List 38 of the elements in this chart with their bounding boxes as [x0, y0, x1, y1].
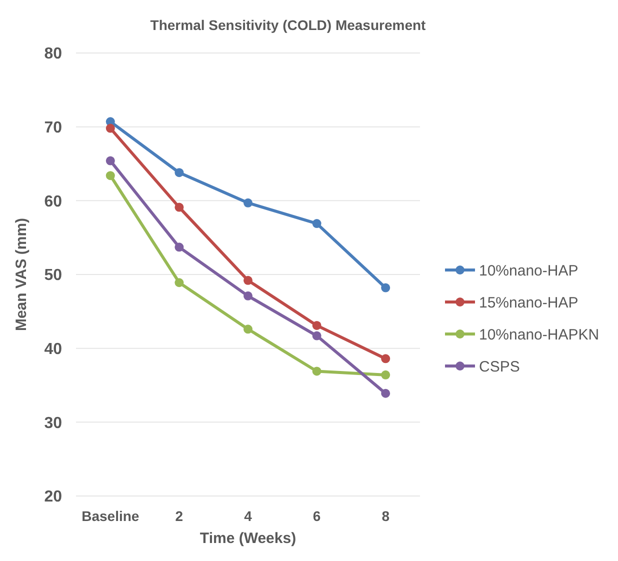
point	[312, 320, 322, 330]
x-axis-title: Time (Weeks)	[200, 530, 296, 547]
x-tick-label: Baseline	[82, 508, 140, 524]
point	[244, 198, 252, 208]
y-axis-title: Mean VAS (mm)	[13, 218, 30, 332]
point	[312, 366, 322, 376]
point	[244, 276, 252, 285]
x-tick-label: 2	[175, 508, 184, 524]
point	[106, 156, 115, 166]
point	[381, 354, 390, 364]
y-tick-label: 70	[44, 119, 62, 136]
point	[312, 219, 322, 228]
point	[312, 331, 322, 340]
point	[381, 370, 390, 380]
point	[381, 388, 390, 398]
point	[174, 242, 184, 252]
legend-label: 10%nano-HAPKN	[479, 326, 600, 344]
x-tick-label: 6	[312, 508, 321, 524]
y-tick-label: 30	[44, 414, 62, 432]
legend-label: CSPS	[479, 358, 520, 376]
y-tick-label: 60	[44, 193, 62, 210]
legend-label: 10%nano-HAP	[479, 262, 578, 280]
point	[244, 291, 252, 300]
point	[381, 283, 390, 292]
chart-title: Thermal Sensitivity (COLD) Measurement	[150, 17, 426, 33]
point	[174, 278, 184, 288]
y-tick-label: 80	[44, 46, 62, 63]
point	[244, 324, 252, 334]
y-tick-label: 20	[44, 488, 62, 506]
point	[174, 202, 184, 212]
legend-label: 15%nano-HAP	[479, 294, 578, 312]
point	[174, 168, 184, 178]
y-tick-label: 40	[44, 340, 62, 358]
point	[106, 171, 115, 180]
y-tick-label: 50	[44, 267, 62, 284]
x-tick-label: 4	[244, 508, 252, 524]
point	[106, 124, 115, 133]
x-tick-label: 8	[382, 508, 390, 524]
